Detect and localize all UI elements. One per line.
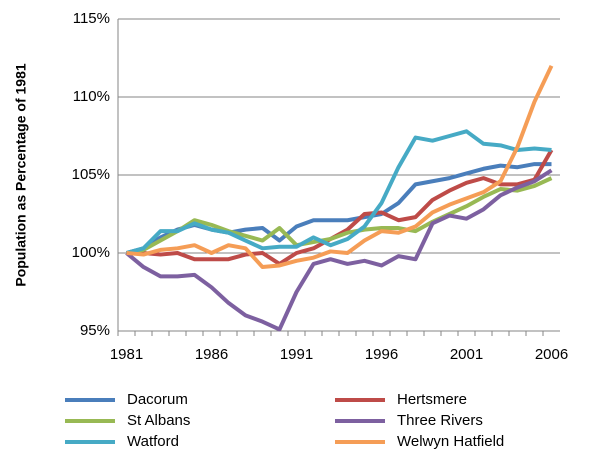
- y-axis-title: Population as Percentage of 1981: [13, 63, 29, 287]
- y-tick-label: 115%: [73, 10, 110, 27]
- y-tick-label: 95%: [80, 322, 110, 339]
- x-tick-label: 1991: [280, 346, 313, 363]
- x-tick-label: 1981: [110, 346, 143, 363]
- x-tick-label: 1996: [365, 346, 398, 363]
- legend-label: Dacorum: [127, 391, 188, 408]
- legend-label: Welwyn Hatfield: [397, 433, 504, 450]
- legend-label: Hertsmere: [397, 391, 467, 408]
- series-line: [125, 162, 552, 255]
- x-tick-label: 2006: [535, 346, 568, 363]
- legend-label: Three Rivers: [397, 412, 483, 429]
- x-tick-label: 1986: [195, 346, 228, 363]
- y-tick-label: 105%: [72, 166, 110, 183]
- y-tick-label: 110%: [73, 88, 110, 105]
- legend-label: St Albans: [127, 412, 190, 429]
- series-line: [126, 64, 554, 270]
- series-line: [125, 168, 553, 332]
- y-tick-label: 100%: [72, 244, 110, 261]
- legend-label: Watford: [127, 433, 179, 450]
- series-line: [126, 176, 553, 255]
- x-tick-label: 2001: [450, 346, 483, 363]
- series-line: [125, 129, 552, 255]
